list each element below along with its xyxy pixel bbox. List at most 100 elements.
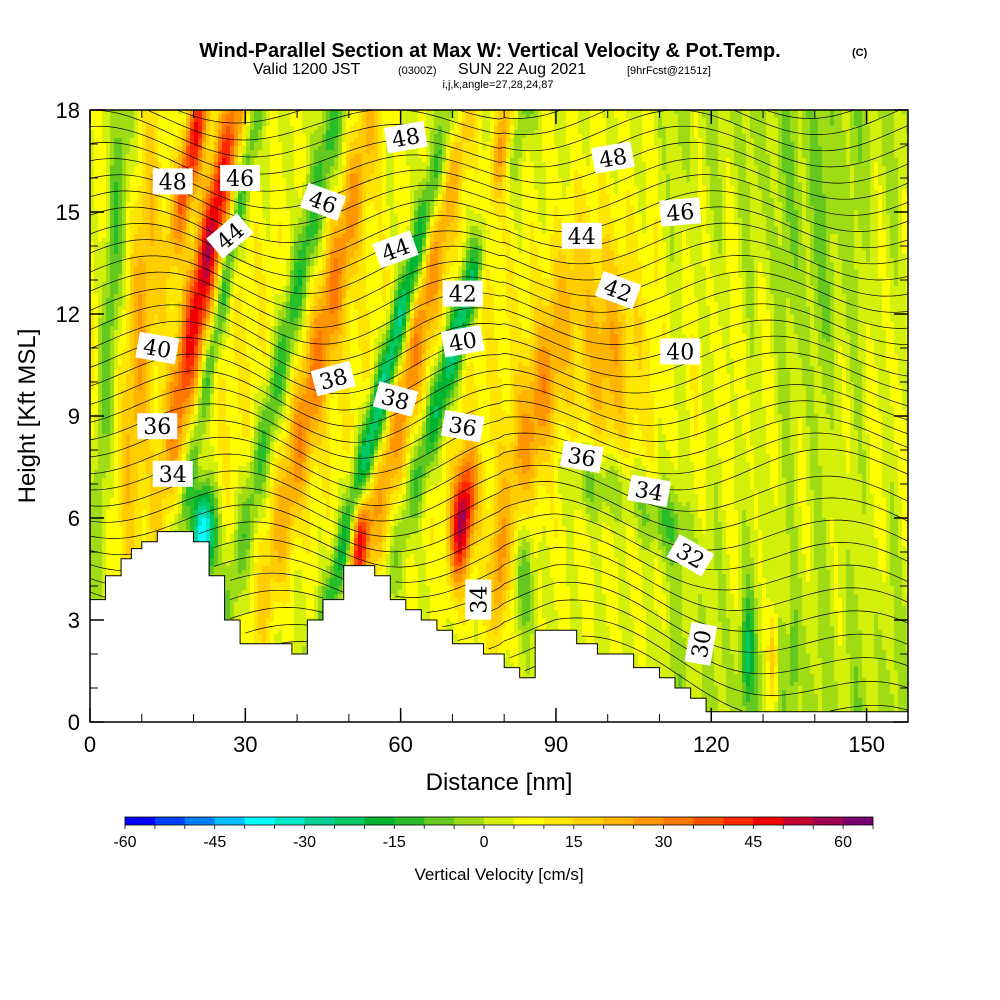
copyright-mark: (C) [852, 47, 868, 59]
contour-label: 48 [383, 120, 428, 154]
colorbar-swatch [454, 817, 485, 825]
contour-label: 40 [135, 331, 180, 365]
forecast-info: [9hrFcst@2151z] [627, 65, 711, 77]
y-axis-label: Height [Kft MSL] [14, 329, 41, 504]
x-tick-label: 30 [233, 732, 257, 757]
theta-contour [90, 158, 908, 209]
colorbar-swatch [274, 817, 305, 825]
y-tick-label: 6 [68, 506, 80, 531]
theta-contour [90, 110, 908, 158]
theta-contour [90, 174, 908, 226]
contour-label: 42 [594, 271, 642, 310]
contour-label: 46 [220, 165, 261, 192]
theta-contour [245, 617, 908, 696]
theta-contour [176, 110, 855, 124]
grid-indices: i,j,k,angle=27,28,24,87 [442, 79, 553, 91]
theta-contour [90, 351, 908, 411]
colorbar-swatch [125, 817, 156, 825]
theta-contour [146, 110, 901, 141]
theta-contour [90, 303, 908, 362]
colorbar-swatch [633, 817, 664, 825]
theta-contour [90, 238, 908, 294]
plot-area: 48 46444648444240383836403634484644424036… [56, 93, 909, 757]
colorbar-swatch [783, 817, 814, 825]
contour-label: 34 [465, 579, 492, 620]
contour-label-text: 48 [597, 144, 629, 173]
x-tick-label: 120 [693, 732, 730, 757]
contour-label: 46 [659, 197, 702, 227]
contour-label-text: 36 [566, 444, 598, 473]
contour-labels: 48 46444648444240383836403634484644424036… [135, 120, 718, 666]
theta-contour [229, 599, 908, 675]
potential-temperature-contours [90, 93, 908, 712]
colorbar-swatch [334, 817, 365, 825]
colorbar-swatch [214, 817, 245, 825]
theta-contour [90, 335, 908, 395]
y-tick-label: 3 [68, 608, 80, 633]
contour-label-text: 40 [666, 340, 694, 365]
x-tick-label: 0 [84, 732, 96, 757]
contour-label-text: 34 [633, 478, 665, 507]
colorbar-swatch [693, 817, 724, 825]
contour-label: 40 [440, 324, 485, 358]
theta-contour [90, 255, 908, 311]
colorbar-swatch [573, 817, 605, 825]
contour-label: 44 [561, 222, 602, 250]
contour-label: 40 [660, 338, 701, 365]
colorbar-swatch [424, 817, 455, 825]
theta-contour [90, 547, 908, 611]
y-tick-label: 9 [68, 404, 80, 429]
colorbar-tick-label: -45 [203, 834, 226, 851]
contour-label-text: 40 [141, 335, 173, 364]
theta-contour [90, 368, 908, 427]
x-axis-label: Distance [nm] [426, 769, 573, 796]
colorbar-tick-label: 30 [655, 834, 673, 851]
contour-label: 36 [137, 413, 178, 440]
theta-contour [90, 400, 908, 459]
colorbar-swatch [513, 817, 545, 825]
colorbar: -60 -45 -30 -15 0 15 30 45 60 [113, 816, 874, 851]
valid-time: Valid 1200 JST [253, 61, 361, 78]
colorbar-swatch [184, 817, 216, 825]
contour-label: 34 [627, 474, 672, 508]
colorbar-swatch [394, 817, 425, 825]
contour-label-text: 30 [688, 628, 717, 660]
x-tick-label: 90 [544, 732, 568, 757]
contour-label-text: 36 [447, 413, 479, 442]
contour-label: 42 [442, 280, 483, 308]
theta-contour [173, 93, 846, 106]
theta-contour [90, 464, 908, 522]
colorbar-swatch [663, 817, 694, 825]
theta-contour [90, 530, 908, 591]
contour-label: 48 [590, 141, 635, 174]
contour-label-text: 42 [449, 283, 477, 308]
y-tick-label: 15 [56, 200, 80, 225]
contour-label: 44 [372, 230, 419, 269]
theta-contour [90, 287, 908, 345]
colorbar-swatch [244, 817, 275, 825]
theta-contour [90, 271, 908, 328]
colorbar-swatch [304, 817, 335, 825]
y-tick-label: 12 [56, 302, 80, 327]
contour-label-text: 34 [159, 463, 187, 488]
contour-label: 34 [152, 460, 193, 488]
contour-label-text: 44 [568, 225, 596, 250]
colorbar-tick-label: -60 [113, 834, 136, 851]
colorbar-swatch [364, 817, 395, 825]
contour-label: 36 [440, 409, 485, 443]
colorbar-tick-label: -30 [293, 834, 316, 851]
y-tick-label: 18 [56, 98, 80, 123]
colorbar-title: Vertical Velocity [cm/s] [414, 865, 583, 884]
colorbar-swatch [154, 817, 186, 825]
theta-contour [90, 432, 908, 491]
colorbar-frame [124, 816, 874, 826]
colorbar-tick-label: 15 [565, 834, 583, 851]
contour-label-text: 46 [226, 167, 254, 192]
y-tick-label: 0 [68, 710, 80, 735]
colorbar-swatch [543, 817, 575, 825]
colorbar-tick-label: -15 [383, 834, 406, 851]
x-tick-label: 60 [388, 732, 412, 757]
colorbar-swatch [843, 817, 874, 825]
colorbar-swatch [723, 817, 754, 825]
